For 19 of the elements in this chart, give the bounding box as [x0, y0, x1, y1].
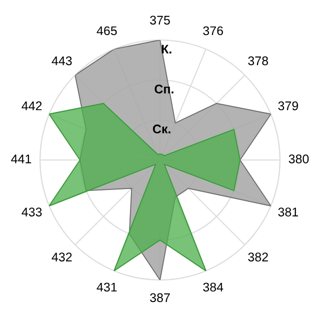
y-tick-label: К. [162, 44, 172, 54]
spoke-label: 380 [288, 154, 309, 164]
spoke-label: 381 [278, 208, 298, 216]
spoke-label: 376 [203, 26, 223, 36]
spoke-label: 375 [150, 16, 170, 25]
spoke-label: 442 [22, 101, 42, 110]
spoke-label: 384 [203, 282, 224, 292]
y-tick-label: Ск. [152, 124, 170, 134]
spoke-label: 387 [150, 293, 170, 302]
spoke-label: 465 [96, 26, 117, 36]
spoke-label: 441 [11, 154, 32, 164]
spoke-label: 433 [22, 208, 42, 216]
spoke-label: 378 [248, 56, 268, 66]
spoke-label: 432 [52, 252, 72, 262]
spoke-label: 379 [278, 101, 298, 110]
spoke-label: 382 [248, 252, 268, 262]
spoke-label: 443 [52, 56, 72, 66]
spoke-label: 431 [96, 282, 117, 292]
y-tick-label: Сп. [154, 84, 174, 94]
